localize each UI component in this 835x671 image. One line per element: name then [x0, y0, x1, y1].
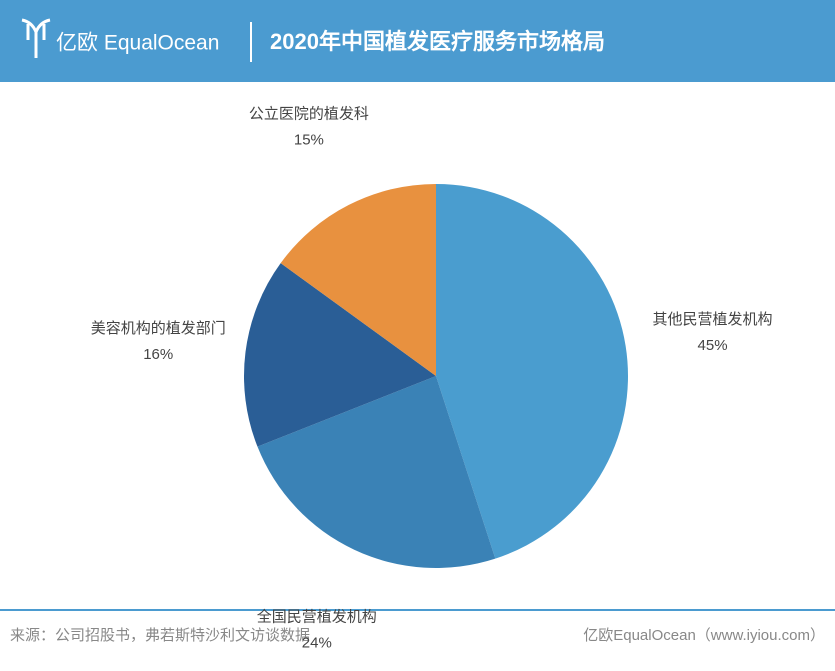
logo-text: 亿欧 EqualOcean [56, 32, 219, 55]
pie-slice [280, 184, 436, 376]
value-label: 16% [143, 346, 173, 363]
source: 来源：公司招股书，弗若斯特沙利文访谈数据 [10, 627, 310, 644]
pie-slice [257, 376, 496, 568]
pie-slice [436, 184, 629, 559]
slice-label: 其他民营植发机构 [653, 311, 773, 328]
value-label: 45% [698, 337, 728, 354]
slice-label: 美容机构的植发部门 [91, 320, 226, 337]
chart-title: 2020年中国植发医疗服务市场格局 [270, 29, 605, 54]
logo-icon [21, 18, 51, 58]
pie-slice [243, 263, 436, 447]
value-label: 24% [302, 634, 332, 651]
slice-label: 公立医院的植发科 [249, 104, 369, 122]
slice-label: 全国民营植发机构 [257, 607, 377, 625]
credit: 亿欧EqualOcean（www.iyiou.com） [583, 627, 825, 644]
header-bar [0, 0, 835, 82]
value-label: 15% [294, 131, 324, 148]
